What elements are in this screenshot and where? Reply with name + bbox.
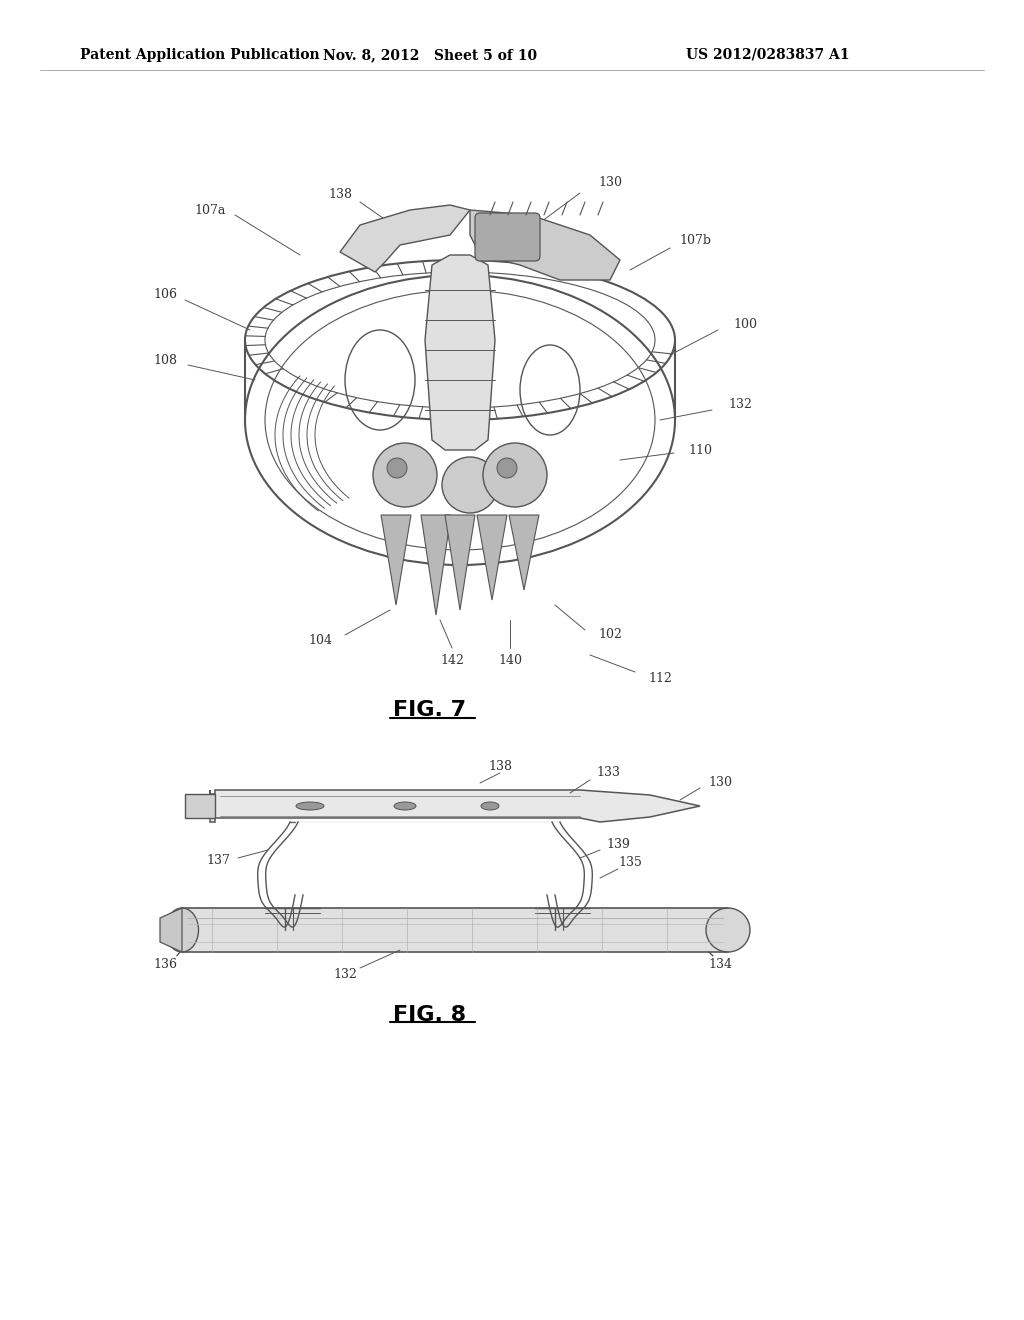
Circle shape <box>373 444 437 507</box>
Text: 132: 132 <box>728 399 752 412</box>
Text: 104: 104 <box>308 634 332 647</box>
Polygon shape <box>470 210 620 280</box>
Text: 142: 142 <box>440 653 464 667</box>
Text: Nov. 8, 2012   Sheet 5 of 10: Nov. 8, 2012 Sheet 5 of 10 <box>323 48 537 62</box>
Text: 135: 135 <box>618 855 642 869</box>
Ellipse shape <box>296 803 324 810</box>
Polygon shape <box>421 515 451 615</box>
Ellipse shape <box>706 908 750 952</box>
Polygon shape <box>381 515 411 605</box>
Text: US 2012/0283837 A1: US 2012/0283837 A1 <box>686 48 850 62</box>
Text: FIG. 8: FIG. 8 <box>393 1005 467 1026</box>
Text: 100: 100 <box>733 318 757 331</box>
Text: 138: 138 <box>328 189 352 202</box>
Text: 110: 110 <box>688 444 712 457</box>
Text: 134: 134 <box>708 958 732 972</box>
Text: 136: 136 <box>153 958 177 972</box>
Polygon shape <box>509 515 539 590</box>
Polygon shape <box>445 515 475 610</box>
Text: FIG. 7: FIG. 7 <box>393 700 467 719</box>
Polygon shape <box>185 795 215 818</box>
FancyBboxPatch shape <box>182 908 728 952</box>
FancyBboxPatch shape <box>475 213 540 261</box>
Text: Patent Application Publication: Patent Application Publication <box>80 48 319 62</box>
Text: 106: 106 <box>153 289 177 301</box>
Circle shape <box>497 458 517 478</box>
Ellipse shape <box>166 908 199 952</box>
Text: 139: 139 <box>606 838 630 851</box>
Ellipse shape <box>394 803 416 810</box>
Text: 112: 112 <box>648 672 672 685</box>
Circle shape <box>442 457 498 513</box>
Text: 140: 140 <box>498 653 522 667</box>
Polygon shape <box>160 908 182 952</box>
Text: 130: 130 <box>598 177 622 190</box>
Text: 137: 137 <box>206 854 230 866</box>
Text: 107b: 107b <box>679 234 711 247</box>
Polygon shape <box>340 205 470 272</box>
Polygon shape <box>477 515 507 601</box>
Polygon shape <box>210 789 700 822</box>
Text: 138: 138 <box>488 759 512 772</box>
Circle shape <box>483 444 547 507</box>
Text: 130: 130 <box>708 776 732 789</box>
Text: 132: 132 <box>333 969 357 982</box>
Text: 108: 108 <box>153 354 177 367</box>
Text: 107a: 107a <box>195 203 225 216</box>
Text: 133: 133 <box>596 767 620 780</box>
Ellipse shape <box>481 803 499 810</box>
Circle shape <box>387 458 407 478</box>
Text: 102: 102 <box>598 628 622 642</box>
Polygon shape <box>425 255 495 450</box>
